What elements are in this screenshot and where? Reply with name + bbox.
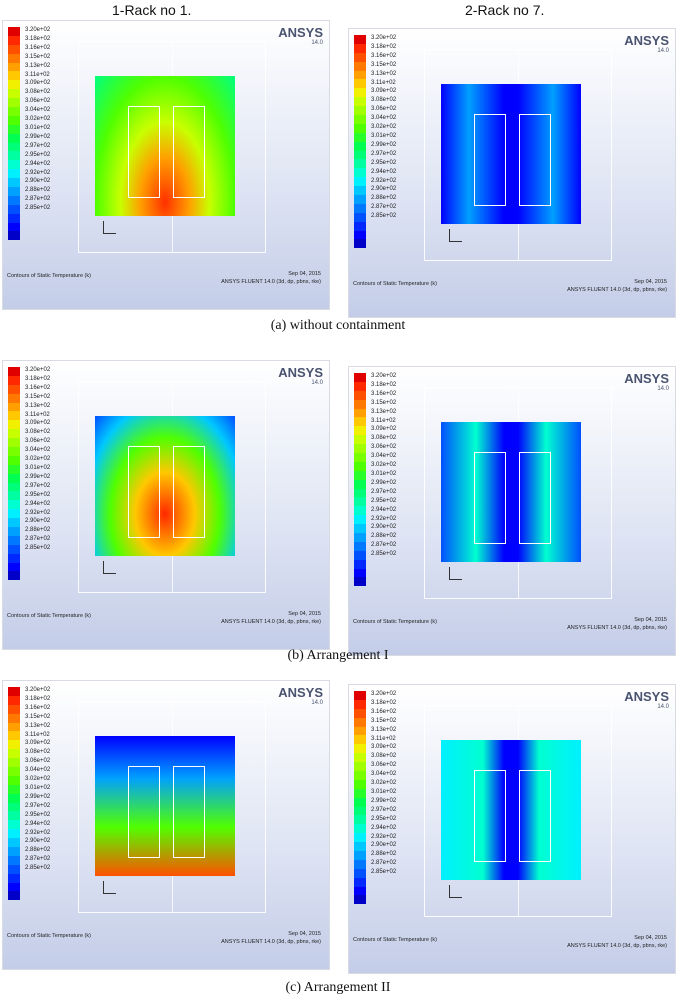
- axis-triad: [103, 221, 116, 234]
- contour-label: Contours of Static Temperature (k): [7, 933, 91, 939]
- legend-ticks: 3.20e+02 3.18e+02 3.16e+02 3.15e+02 3.13e+02…: [371, 691, 397, 876]
- solver-label: ANSYS FLUENT 14.0 (3d, dp, pbns, rke): [221, 279, 321, 285]
- server-rack-left: [474, 452, 506, 544]
- ansys-logo: ANSYS 14.0: [624, 371, 669, 392]
- solver-label: ANSYS FLUENT 14.0 (3d, dp, pbns, rke): [567, 943, 667, 949]
- contour-panel: 3.20e+02 3.18e+02 3.16e+02 3.15e+02 3.13e+02…: [2, 680, 330, 970]
- legend-ticks: 3.20e+02 3.18e+02 3.16e+02 3.15e+02 3.13e+02…: [371, 35, 397, 220]
- server-rack-right: [519, 452, 551, 544]
- contour-label: Contours of Static Temperature (k): [7, 613, 91, 619]
- date-label: Sep 04, 2015: [634, 935, 667, 941]
- solver-label: ANSYS FLUENT 14.0 (3d, dp, pbns, rke): [567, 287, 667, 293]
- ansys-logo: ANSYS 14.0: [278, 365, 323, 386]
- contour-panel: 3.20e+02 3.18e+02 3.16e+02 3.15e+02 3.13e+02…: [348, 366, 676, 656]
- date-label: Sep 04, 2015: [634, 617, 667, 623]
- ansys-logo: ANSYS 14.0: [624, 689, 669, 710]
- legend-ticks: 3.20e+02 3.18e+02 3.16e+02 3.15e+02 3.13e+02…: [25, 27, 51, 212]
- legend-ticks: 3.20e+02 3.18e+02 3.16e+02 3.15e+02 3.13e+02…: [25, 367, 51, 552]
- header-rack-7: 2-Rack no 7.: [465, 2, 545, 18]
- temperature-contour: [95, 76, 235, 216]
- ansys-logo: ANSYS 14.0: [278, 685, 323, 706]
- server-rack-right: [173, 766, 205, 858]
- date-label: Sep 04, 2015: [288, 931, 321, 937]
- contour-label: Contours of Static Temperature (k): [7, 273, 91, 279]
- server-rack-right: [173, 446, 205, 538]
- server-rack-left: [128, 766, 160, 858]
- server-rack-left: [474, 770, 506, 862]
- legend-ticks: 3.20e+02 3.18e+02 3.16e+02 3.15e+02 3.13e+02…: [25, 687, 51, 872]
- caption-c: (c) Arrangement II: [285, 980, 391, 995]
- contour-label: Contours of Static Temperature (k): [353, 281, 437, 287]
- server-rack-right: [519, 114, 551, 206]
- axis-triad: [103, 881, 116, 894]
- contour-panel: 3.20e+02 3.18e+02 3.16e+02 3.15e+02 3.13e+02…: [2, 20, 330, 310]
- server-rack-left: [128, 446, 160, 538]
- ansys-logo: ANSYS 14.0: [624, 33, 669, 54]
- solver-label: ANSYS FLUENT 14.0 (3d, dp, pbns, rke): [567, 625, 667, 631]
- date-label: Sep 04, 2015: [288, 271, 321, 277]
- axis-triad: [449, 885, 462, 898]
- server-rack-right: [173, 106, 205, 198]
- solver-label: ANSYS FLUENT 14.0 (3d, dp, pbns, rke): [221, 939, 321, 945]
- date-label: Sep 04, 2015: [634, 279, 667, 285]
- color-legend: [8, 687, 22, 901]
- color-legend: [8, 367, 22, 581]
- contour-label: Contours of Static Temperature (k): [353, 937, 437, 943]
- contour-panel: 3.20e+02 3.18e+02 3.16e+02 3.15e+02 3.13e+02…: [348, 684, 676, 974]
- caption-b: (b) Arrangement I: [287, 648, 389, 663]
- temperature-contour: [441, 422, 581, 562]
- caption-a: (a) without containment: [270, 318, 406, 333]
- color-legend: [8, 27, 22, 241]
- server-rack-right: [519, 770, 551, 862]
- contour-panel: 3.20e+02 3.18e+02 3.16e+02 3.15e+02 3.13e+02…: [348, 28, 676, 318]
- contour-label: Contours of Static Temperature (k): [353, 619, 437, 625]
- legend-ticks: 3.20e+02 3.18e+02 3.16e+02 3.15e+02 3.13e+02…: [371, 373, 397, 558]
- header-rack-1: 1-Rack no 1.: [112, 2, 192, 18]
- server-rack-left: [128, 106, 160, 198]
- ansys-logo: ANSYS 14.0: [278, 25, 323, 46]
- color-legend: [354, 691, 368, 905]
- color-legend: [354, 35, 368, 249]
- temperature-contour: [95, 416, 235, 556]
- contour-panel: 3.20e+02 3.18e+02 3.16e+02 3.15e+02 3.13e+02…: [2, 360, 330, 650]
- temperature-contour: [441, 84, 581, 224]
- axis-triad: [449, 567, 462, 580]
- axis-triad: [103, 561, 116, 574]
- temperature-contour: [95, 736, 235, 876]
- axis-triad: [449, 229, 462, 242]
- solver-label: ANSYS FLUENT 14.0 (3d, dp, pbns, rke): [221, 619, 321, 625]
- temperature-contour: [441, 740, 581, 880]
- server-rack-left: [474, 114, 506, 206]
- color-legend: [354, 373, 368, 587]
- date-label: Sep 04, 2015: [288, 611, 321, 617]
